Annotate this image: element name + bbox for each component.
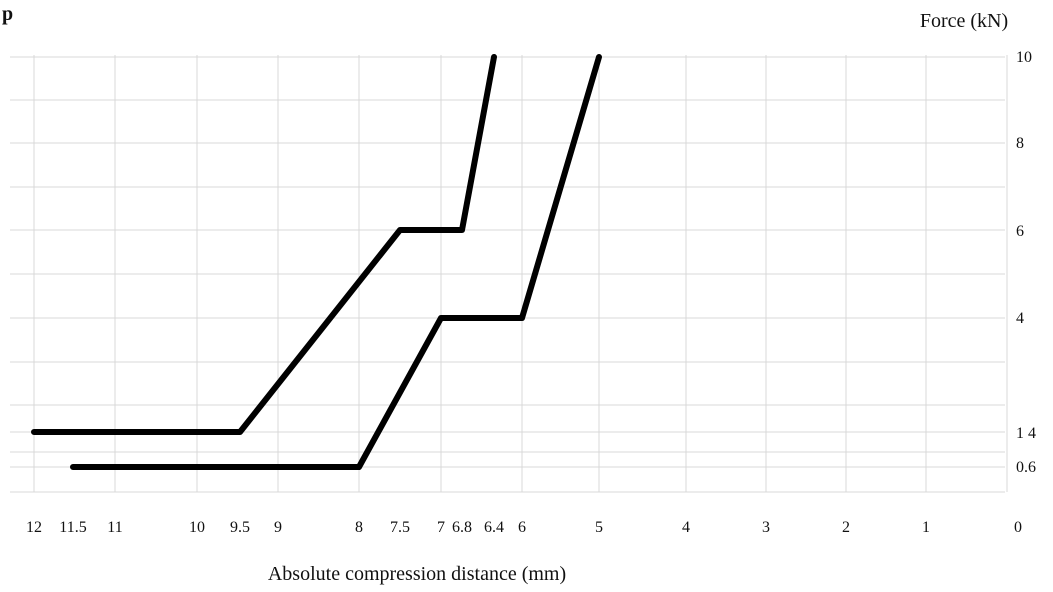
- x-tick-label: 9: [274, 519, 282, 536]
- series-2-point: [356, 464, 362, 470]
- series-1-point: [491, 54, 497, 60]
- x-tick-label: 4: [682, 519, 690, 536]
- x-axis-title: Absolute compression distance (mm): [268, 563, 566, 585]
- y-tick-label: 1 4: [1016, 425, 1036, 442]
- series-1-point: [459, 227, 465, 233]
- series-layer: [31, 54, 602, 470]
- y-tick-label: 4: [1016, 310, 1024, 327]
- y-tick-label: 6: [1016, 223, 1024, 240]
- x-tick-label: 7.5: [390, 519, 410, 536]
- x-tick-label: 9.5: [230, 519, 250, 536]
- x-tick-label: 11.5: [59, 519, 86, 536]
- series-2-point: [519, 315, 525, 321]
- x-tick-label: 2: [842, 519, 850, 536]
- grid-lines: [10, 55, 1008, 493]
- x-tick-label: 0: [1014, 519, 1022, 536]
- x-tick-label: 1: [922, 519, 930, 536]
- corner-mark: p: [2, 3, 13, 25]
- series-1-point: [31, 429, 37, 435]
- x-tick-label: 6: [518, 519, 526, 536]
- y-tick-labels: 10 8 6 4 1 4 0.6: [1016, 49, 1036, 476]
- y-tick-label: 0.6: [1016, 459, 1036, 476]
- x-tick-label: 6.4: [484, 519, 504, 536]
- x-tick-label: 10: [189, 519, 205, 536]
- x-tick-label: 8: [355, 519, 363, 536]
- y-tick-label: 8: [1016, 135, 1024, 152]
- series-1-point: [237, 429, 243, 435]
- series-2-point: [70, 464, 76, 470]
- y-tick-label: 10: [1016, 49, 1032, 66]
- x-tick-label: 3: [762, 519, 770, 536]
- series-1-line: [31, 54, 497, 435]
- x-tick-label: 7: [437, 519, 445, 536]
- x-tick-label: 11: [107, 519, 122, 536]
- series-2-point: [438, 315, 444, 321]
- series-1-point: [397, 227, 403, 233]
- x-tick-label: 12: [26, 519, 42, 536]
- y-axis-title: Force (kN): [920, 10, 1008, 32]
- x-tick-label: 5: [595, 519, 603, 536]
- x-tick-label: 6.8: [452, 519, 472, 536]
- x-tick-labels: 12 11.5 11 10 9.5 9 8 7.5 7 6.8 6.4 6 5 4 3 2 1 0: [26, 519, 1022, 536]
- series-2-point: [596, 54, 602, 60]
